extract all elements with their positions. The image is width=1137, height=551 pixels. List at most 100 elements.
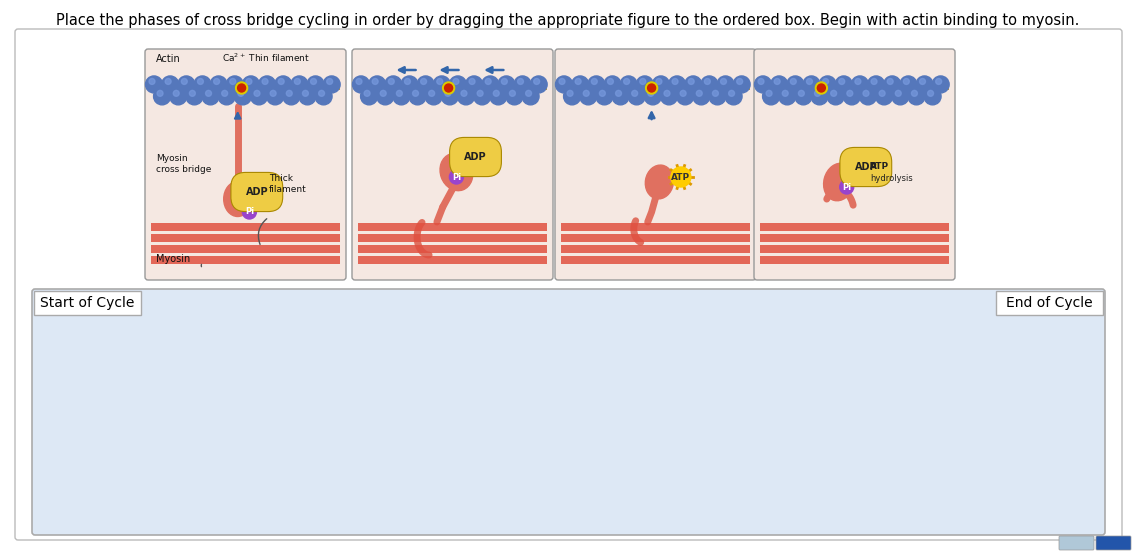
Circle shape: [932, 76, 949, 93]
Circle shape: [839, 78, 845, 84]
Ellipse shape: [224, 181, 251, 217]
Text: ATP: ATP: [870, 162, 889, 171]
Circle shape: [393, 88, 409, 105]
Circle shape: [279, 78, 284, 84]
Text: ADP: ADP: [855, 162, 877, 172]
Circle shape: [677, 88, 694, 105]
Bar: [358, 234, 547, 242]
Circle shape: [384, 76, 401, 93]
Circle shape: [680, 90, 686, 96]
Circle shape: [299, 88, 316, 105]
Circle shape: [871, 78, 877, 84]
Circle shape: [153, 88, 171, 105]
Circle shape: [218, 88, 235, 105]
Circle shape: [575, 78, 581, 84]
Circle shape: [559, 78, 565, 84]
Circle shape: [470, 78, 475, 84]
Bar: [561, 245, 750, 253]
Circle shape: [814, 90, 821, 96]
Circle shape: [271, 90, 276, 96]
Circle shape: [417, 76, 434, 93]
Circle shape: [242, 76, 259, 93]
Circle shape: [206, 90, 211, 96]
Circle shape: [522, 88, 539, 105]
Circle shape: [564, 88, 581, 105]
FancyBboxPatch shape: [1096, 536, 1131, 550]
Bar: [760, 245, 949, 253]
Circle shape: [599, 90, 605, 96]
Circle shape: [478, 90, 483, 96]
Circle shape: [755, 76, 772, 93]
Circle shape: [453, 78, 459, 84]
Circle shape: [238, 84, 246, 92]
Text: Start of Cycle: Start of Cycle: [40, 296, 134, 310]
Circle shape: [664, 90, 670, 96]
Text: ADP: ADP: [464, 152, 487, 162]
Circle shape: [226, 76, 243, 93]
Circle shape: [766, 90, 772, 96]
Circle shape: [936, 78, 941, 84]
Circle shape: [405, 78, 410, 84]
Circle shape: [763, 88, 780, 105]
Ellipse shape: [646, 165, 673, 199]
FancyBboxPatch shape: [32, 289, 1105, 535]
FancyBboxPatch shape: [146, 49, 346, 280]
Circle shape: [640, 78, 646, 84]
Circle shape: [572, 76, 589, 93]
Circle shape: [648, 90, 654, 96]
Circle shape: [441, 88, 458, 105]
Circle shape: [198, 78, 204, 84]
Circle shape: [623, 78, 630, 84]
Circle shape: [920, 78, 926, 84]
Circle shape: [758, 78, 764, 84]
Circle shape: [482, 76, 499, 93]
Circle shape: [210, 76, 227, 93]
Circle shape: [194, 76, 211, 93]
Circle shape: [908, 88, 924, 105]
Circle shape: [916, 76, 933, 93]
Text: ADP: ADP: [246, 187, 268, 197]
FancyBboxPatch shape: [996, 291, 1103, 315]
Circle shape: [514, 76, 531, 93]
Circle shape: [847, 90, 853, 96]
Bar: [760, 223, 949, 231]
Circle shape: [583, 90, 589, 96]
Circle shape: [661, 88, 678, 105]
Circle shape: [831, 90, 837, 96]
Circle shape: [556, 76, 573, 93]
Circle shape: [283, 88, 300, 105]
Circle shape: [819, 76, 836, 93]
Circle shape: [818, 84, 825, 92]
Circle shape: [669, 76, 686, 93]
Circle shape: [262, 78, 268, 84]
Circle shape: [485, 78, 491, 84]
Circle shape: [146, 76, 163, 93]
Circle shape: [692, 88, 709, 105]
Circle shape: [302, 90, 308, 96]
Circle shape: [445, 90, 450, 96]
Circle shape: [368, 76, 385, 93]
Circle shape: [169, 88, 186, 105]
Bar: [151, 234, 340, 242]
Text: Myosin
cross bridge: Myosin cross bridge: [156, 154, 211, 174]
Circle shape: [875, 88, 893, 105]
Circle shape: [360, 88, 377, 105]
Circle shape: [855, 78, 861, 84]
Circle shape: [421, 78, 426, 84]
Circle shape: [465, 76, 482, 93]
Circle shape: [840, 180, 854, 194]
Circle shape: [615, 90, 622, 96]
Circle shape: [607, 78, 614, 84]
Circle shape: [376, 88, 393, 105]
Circle shape: [806, 78, 813, 84]
Circle shape: [449, 170, 464, 184]
Circle shape: [315, 88, 332, 105]
Circle shape: [904, 78, 910, 84]
Circle shape: [310, 78, 316, 84]
Circle shape: [230, 78, 235, 84]
Circle shape: [737, 78, 742, 84]
Circle shape: [632, 90, 638, 96]
Circle shape: [684, 76, 702, 93]
Circle shape: [787, 76, 804, 93]
Circle shape: [811, 88, 828, 105]
